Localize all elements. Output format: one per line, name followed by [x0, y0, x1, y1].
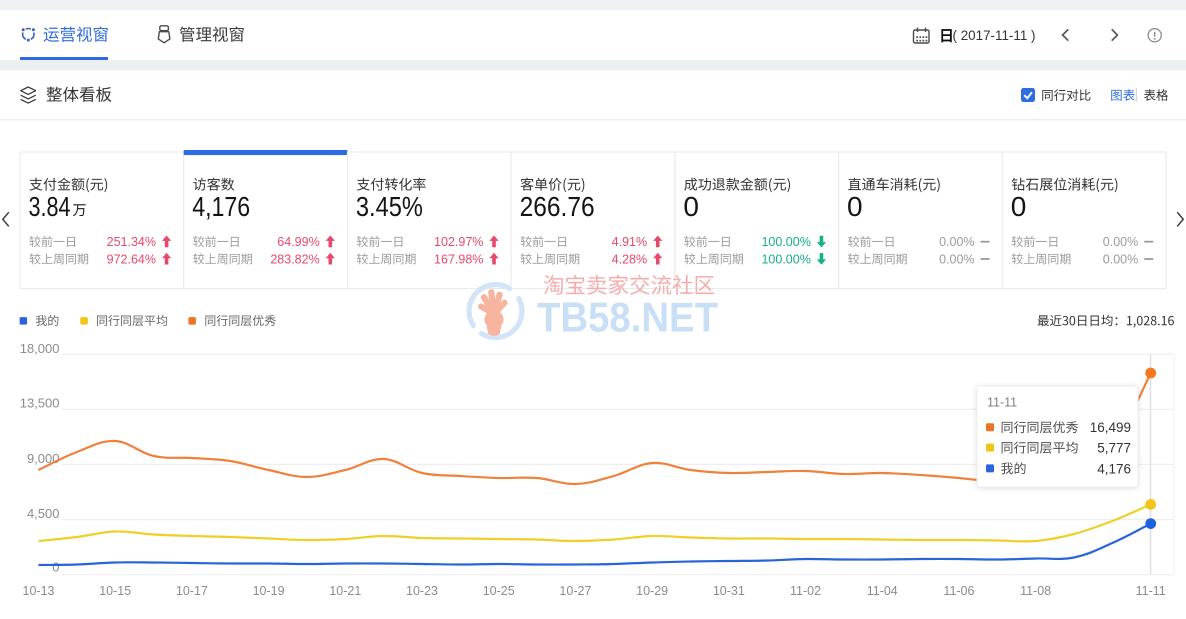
svg-text:4,500: 4,500 — [27, 506, 60, 521]
svg-text:11-06: 11-06 — [943, 584, 974, 598]
svg-text:10-13: 10-13 — [23, 584, 55, 598]
svg-text:11-04: 11-04 — [867, 584, 898, 598]
svg-text:102.97%: 102.97% — [434, 235, 483, 249]
svg-text:10-27: 10-27 — [559, 584, 591, 598]
svg-text:10-15: 10-15 — [99, 584, 131, 598]
svg-text:0: 0 — [52, 559, 59, 574]
svg-text:13,500: 13,500 — [20, 395, 60, 410]
svg-text:266.76: 266.76 — [520, 191, 595, 222]
svg-text:TB58.NET: TB58.NET — [537, 294, 718, 341]
svg-text:64.99%: 64.99% — [277, 235, 319, 249]
svg-text:3.45%: 3.45% — [356, 191, 423, 222]
svg-text:10-29: 10-29 — [636, 584, 668, 598]
svg-text:10-17: 10-17 — [176, 584, 208, 598]
svg-text:0.00%: 0.00% — [1103, 235, 1138, 249]
svg-text:11-11: 11-11 — [987, 396, 1017, 410]
svg-text:10-19: 10-19 — [253, 584, 285, 598]
svg-text:972.64%: 972.64% — [107, 252, 156, 266]
svg-text:11-08: 11-08 — [1020, 584, 1051, 598]
svg-text:( 2017-11-11 ): ( 2017-11-11 ) — [953, 27, 1036, 43]
svg-text:0.00%: 0.00% — [1103, 252, 1138, 266]
svg-text:100.00%: 100.00% — [761, 252, 810, 266]
svg-text:283.82%: 283.82% — [270, 252, 319, 266]
svg-text:11-02: 11-02 — [790, 584, 821, 598]
svg-text:4,176: 4,176 — [192, 191, 250, 222]
svg-text:10-21: 10-21 — [329, 584, 361, 598]
svg-text:10-23: 10-23 — [406, 584, 438, 598]
svg-text:18,000: 18,000 — [20, 341, 60, 356]
svg-text:167.98%: 167.98% — [434, 252, 483, 266]
svg-text:11-11: 11-11 — [1136, 584, 1166, 598]
svg-text:251.34%: 251.34% — [107, 235, 156, 249]
svg-text:0.00%: 0.00% — [939, 252, 974, 266]
svg-text:3.84: 3.84 — [29, 191, 71, 222]
svg-text:0: 0 — [847, 191, 863, 222]
svg-text:0.00%: 0.00% — [939, 235, 974, 249]
svg-text:100.00%: 100.00% — [761, 235, 810, 249]
svg-text:4.91%: 4.91% — [612, 235, 647, 249]
svg-text:16,499: 16,499 — [1090, 420, 1131, 435]
svg-text:10-31: 10-31 — [713, 584, 745, 598]
svg-text:5,777: 5,777 — [1097, 441, 1131, 456]
svg-text:4.28%: 4.28% — [612, 252, 647, 266]
svg-text:0: 0 — [1011, 191, 1027, 222]
svg-text:4,176: 4,176 — [1097, 461, 1131, 476]
svg-text:10-25: 10-25 — [483, 584, 515, 598]
svg-text:0: 0 — [683, 191, 699, 222]
svg-text:9,000: 9,000 — [27, 451, 60, 466]
